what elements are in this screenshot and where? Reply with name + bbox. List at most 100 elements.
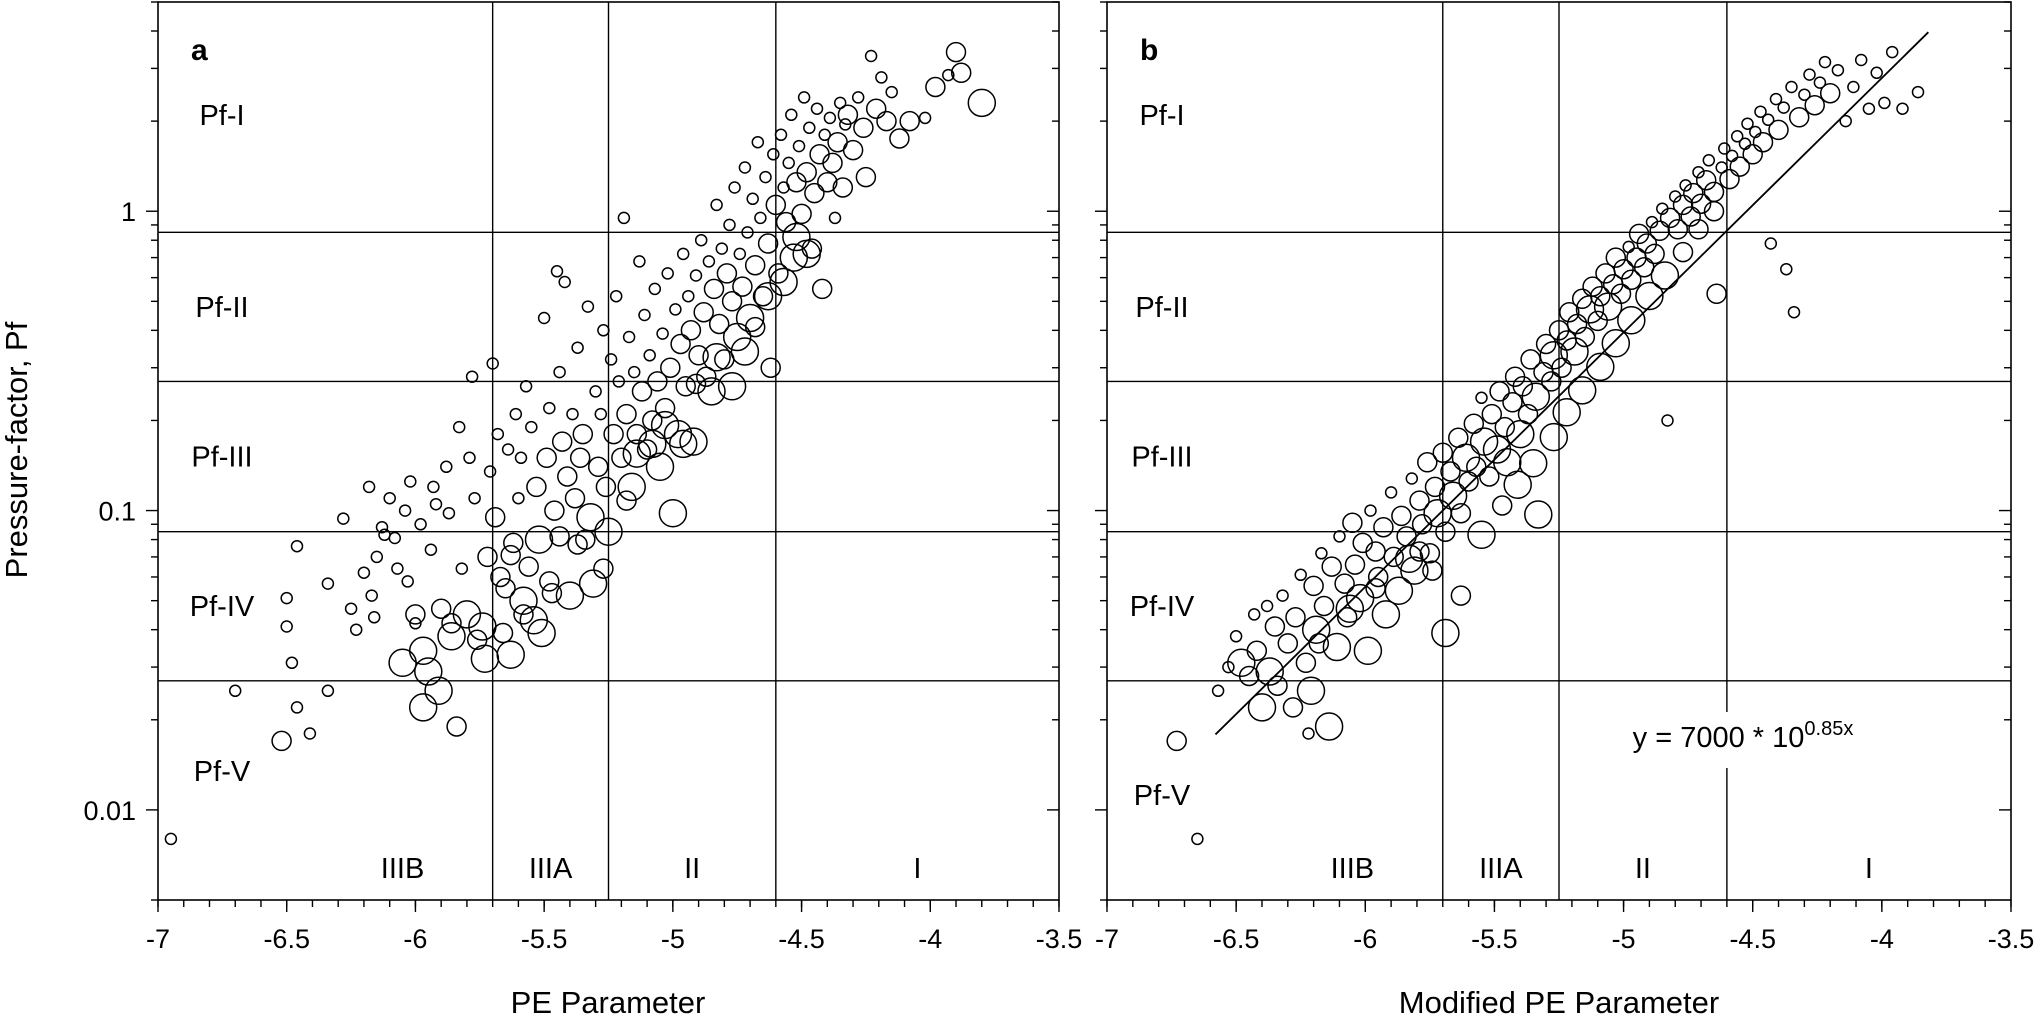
data-point [703, 278, 725, 300]
y-tick-labels: 0.01 0.1 1 [83, 197, 136, 826]
data-point [717, 372, 747, 401]
data-point [1672, 241, 1694, 263]
data-point [803, 121, 816, 135]
data-point [710, 198, 723, 212]
pe-class-label: IIIB [381, 853, 425, 885]
data-point [1683, 182, 1704, 204]
data-point [1854, 53, 1868, 67]
data-point [603, 423, 624, 445]
data-point [1255, 657, 1284, 686]
data-point [1785, 80, 1798, 94]
data-point [1520, 349, 1541, 370]
data-point [782, 222, 811, 252]
data-point [518, 556, 539, 577]
data-point [388, 648, 417, 678]
data-point [650, 410, 680, 440]
data-point [465, 370, 479, 383]
data-point [1383, 546, 1404, 568]
data-point [876, 110, 897, 132]
x-tick-label: -4.5 [1729, 924, 1776, 954]
data-point [1777, 101, 1790, 114]
data-point [685, 373, 707, 395]
data-point [1344, 554, 1366, 575]
pe-class-label: IIIA [1479, 853, 1523, 885]
data-point [680, 320, 702, 341]
data-point [424, 676, 453, 706]
data-point [660, 357, 681, 378]
data-point [409, 617, 422, 630]
data-point [492, 622, 514, 644]
data-point [832, 177, 854, 198]
x-tick-label: -7 [146, 924, 170, 954]
data-point [1229, 630, 1243, 643]
data-point [441, 613, 462, 634]
data-point [1364, 504, 1377, 517]
data-point [1780, 262, 1793, 276]
data-point [811, 278, 833, 300]
data-point [1400, 556, 1429, 585]
data-point [818, 128, 831, 142]
x-tick-label: -5 [661, 924, 685, 954]
data-point [693, 301, 714, 323]
data-point [1294, 568, 1307, 582]
data-point [1365, 578, 1386, 599]
data-point [669, 303, 682, 316]
data-point [524, 525, 554, 554]
fit-equation: y = 7000 * 100.85x [1633, 718, 1854, 754]
data-point [1635, 281, 1664, 311]
data-point [1692, 165, 1705, 179]
data-point [730, 337, 760, 366]
data-point [765, 194, 787, 216]
panel-b-x-axis-title: Modified PE Parameter [1399, 985, 1719, 1020]
data-point [1396, 526, 1417, 547]
data-point [1911, 85, 1925, 99]
data-point [468, 491, 481, 505]
data-point [611, 447, 632, 469]
data-point [537, 311, 551, 325]
data-point [1548, 320, 1570, 341]
data-point [622, 330, 636, 344]
panel-b-ticks [1095, 1, 2012, 912]
data-point [1405, 472, 1419, 485]
data-point [1539, 422, 1569, 452]
data-point [853, 117, 874, 139]
data-point [774, 128, 788, 142]
data-point [1605, 247, 1627, 268]
data-point [1668, 190, 1682, 203]
fit-line [1214, 31, 1929, 736]
data-point [1479, 466, 1500, 487]
data-point [1644, 243, 1665, 265]
x-tick-label: -7 [1095, 924, 1119, 954]
data-point [1788, 107, 1810, 128]
data-point [1649, 220, 1670, 242]
data-point [357, 566, 371, 579]
data-point [1718, 142, 1731, 155]
data-point [290, 701, 304, 714]
data-point [1467, 520, 1496, 550]
data-point [626, 423, 648, 445]
data-point [759, 170, 772, 184]
data-point [1166, 730, 1187, 752]
data-point [708, 313, 730, 335]
data-point [1541, 371, 1562, 392]
data-point [1574, 326, 1596, 348]
data-point [1282, 697, 1304, 718]
data-point [1539, 341, 1569, 370]
data-point [1394, 544, 1424, 574]
data-point [1345, 583, 1375, 613]
data-point [519, 380, 533, 393]
data-point [837, 104, 859, 126]
data-point [823, 111, 837, 125]
data-point [1560, 337, 1589, 366]
data-point [1535, 333, 1557, 355]
data-point [527, 618, 556, 648]
data-point [513, 604, 534, 625]
data-point [1438, 481, 1468, 511]
data-point [1424, 476, 1446, 498]
data-point [1384, 576, 1414, 605]
data-point [627, 365, 641, 379]
data-point [682, 289, 695, 303]
pe-class-label: IIIA [529, 853, 573, 885]
